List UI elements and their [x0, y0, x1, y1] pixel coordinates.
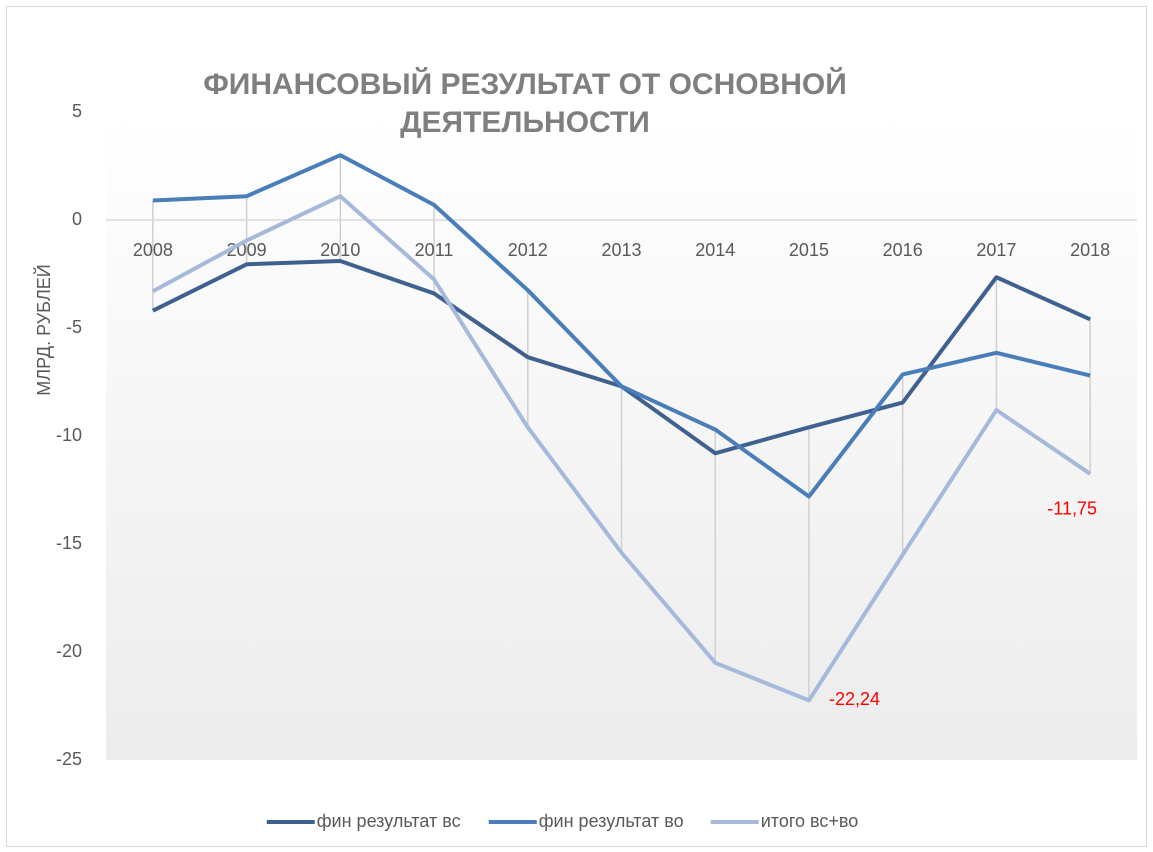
x-tick-label: 2015 [789, 240, 829, 260]
data-label: -22,24 [829, 689, 880, 709]
data-label: -11,75 [1047, 499, 1097, 519]
y-tick-label: -25 [56, 749, 82, 769]
y-tick-label: -10 [56, 425, 82, 445]
x-tick-label: 2011 [415, 240, 454, 260]
x-tick-label: 2008 [133, 240, 173, 260]
x-tick-label: 2013 [601, 240, 641, 260]
x-tick-label: 2014 [695, 240, 735, 260]
y-axis-label: МЛРД. РУБЛЕЙ [33, 264, 54, 395]
y-tick-label: 5 [72, 101, 82, 121]
series-line [151, 194, 1092, 703]
series-line [152, 153, 1091, 499]
legend-label: фин результат вс [317, 811, 461, 831]
x-tick-label: 2010 [320, 240, 360, 260]
x-tick-label: 2012 [508, 240, 548, 260]
x-tick-label: 2016 [883, 240, 923, 260]
legend-label: фин результат во [539, 811, 684, 831]
chart-title: ФИНАНСОВЫЙ РЕЗУЛЬТАТ ОТ ОСНОВНОЙ ДЕЯТЕЛЬ… [203, 68, 847, 139]
y-tick-label: 0 [72, 209, 82, 229]
x-tick-label: 2018 [1070, 240, 1110, 260]
x-tick-label: 2017 [976, 240, 1016, 260]
y-tick-label: -20 [56, 641, 82, 661]
y-tick-label: -15 [56, 533, 82, 553]
y-tick-label: -5 [66, 317, 82, 337]
legend-label: итого вс+во [761, 811, 859, 831]
